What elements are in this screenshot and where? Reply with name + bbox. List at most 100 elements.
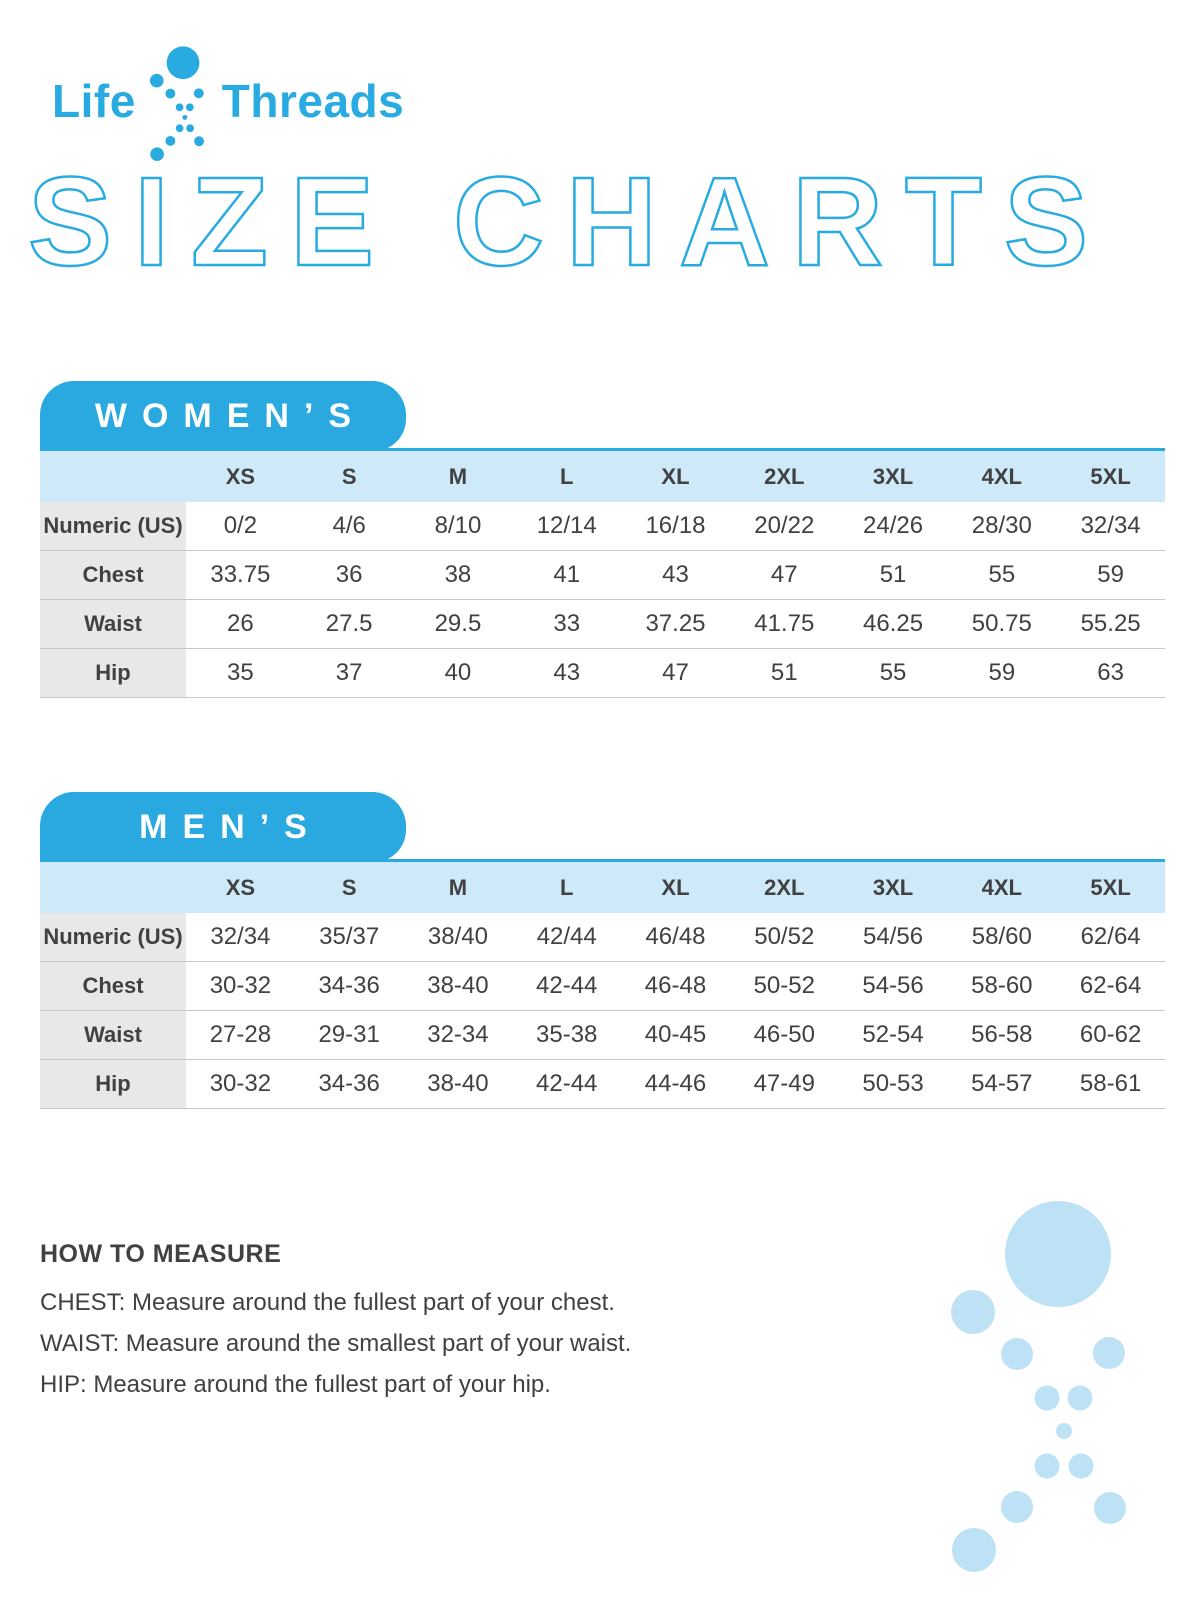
- measurement-value: 46.25: [863, 610, 924, 637]
- size-column-header: 3XL: [872, 874, 914, 900]
- measurement-value: 51: [879, 561, 907, 588]
- table-row: Waist 26 27.5 29.5 33 37.25 41.75 46.25 50.75 55.…: [40, 599, 1165, 648]
- measurement-value: 59: [1097, 561, 1124, 588]
- size-column-header: 3XL: [872, 463, 914, 489]
- measurement-value: 37.25: [645, 610, 706, 637]
- size-header-row: XS S M L XL 2XL 3XL 4XL 5XL: [40, 448, 1165, 502]
- row-label: Hip: [40, 1060, 186, 1108]
- how-to-measure-heading: HOW TO MEASURE: [40, 1240, 282, 1268]
- measurement-value: 42/44: [536, 923, 597, 950]
- mens-size-chart-section: MEN’S XS S M L XL 2XL 3XL 4XL 5XL Numeric (US) 32…: [40, 792, 1165, 1109]
- measurement-value: 52-54: [862, 1021, 924, 1048]
- brand-logo: Life Threads: [52, 38, 404, 164]
- size-column-header: XL: [661, 874, 690, 900]
- measurement-value: 35: [227, 659, 254, 686]
- measurement-value: 12/14: [536, 512, 597, 539]
- measurement-value: 32-34: [427, 1021, 489, 1048]
- measurement-value: 62-64: [1079, 972, 1142, 999]
- measurement-value: 35/37: [319, 923, 380, 950]
- table-body: Numeric (US) 0/2 4/6 8/10 12/14 16/18 20/22 24/…: [40, 502, 1165, 698]
- table-row: Chest 33.75 36 38 41 43 47 51 55 59: [40, 550, 1165, 599]
- measurement-value: 47: [770, 561, 798, 588]
- measurement-value: 33.75: [210, 561, 271, 588]
- measurement-value: 37: [335, 659, 363, 686]
- size-column-header: L: [559, 463, 574, 489]
- size-column-header: M: [448, 874, 468, 900]
- measurement-value: 38-40: [427, 1070, 489, 1097]
- row-label: Numeric (US): [40, 502, 186, 550]
- dot-helix-icon: [149, 45, 204, 161]
- measurement-value: 40-45: [644, 1021, 707, 1048]
- row-label: Numeric (US): [40, 913, 186, 961]
- size-column-header: XS: [225, 874, 256, 900]
- measurement-value: 50-52: [753, 972, 815, 999]
- measurement-value: 59: [988, 659, 1016, 686]
- measurement-value: 32/34: [210, 923, 271, 950]
- measurement-value: 32/34: [1080, 512, 1141, 539]
- measurement-value: 16/18: [645, 512, 706, 539]
- table-row: Numeric (US) 32/34 35/37 38/40 42/44 46/48 50/…: [40, 913, 1165, 961]
- measurement-value: 40: [444, 659, 472, 686]
- measurement-value: 62/64: [1080, 923, 1141, 950]
- size-column-header: L: [559, 874, 574, 900]
- womens-size-chart-section: WOMEN’S XS S M L XL 2XL 3XL 4XL 5XL Numeric (US)…: [40, 381, 1165, 698]
- measurement-value: 58-61: [1079, 1070, 1142, 1097]
- measurement-value: 24/26: [863, 512, 924, 539]
- page-title: SIZE CHARTS: [27, 150, 1111, 293]
- brand-word-left: Life: [52, 75, 136, 127]
- row-label: Chest: [40, 551, 186, 599]
- measurement-value: 42-44: [536, 972, 598, 999]
- measurement-value: 38/40: [427, 923, 488, 950]
- measurement-value: 41: [553, 561, 581, 588]
- table-row: Waist 27-28 29-31 32-34 35-38 40-45 46-50 52-54…: [40, 1010, 1165, 1059]
- table-row: Numeric (US) 0/2 4/6 8/10 12/14 16/18 20/22 24/…: [40, 502, 1165, 550]
- size-column-header: XL: [661, 463, 690, 489]
- measurement-value: 30-32: [209, 1070, 272, 1097]
- size-column-header: 5XL: [1090, 874, 1131, 900]
- brand-word-right: Threads: [221, 75, 405, 127]
- measure-instruction-hip: HIP: Measure around the fullest part of …: [40, 1371, 551, 1398]
- measurement-value: 47: [662, 659, 689, 686]
- measurement-value: 60-62: [1079, 1021, 1142, 1048]
- measurement-value: 20/22: [754, 512, 815, 539]
- size-column-header: S: [341, 463, 357, 489]
- measurement-value: 56-58: [971, 1021, 1033, 1048]
- measurement-value: 41.75: [754, 610, 815, 637]
- mens-tab: MEN’S: [40, 792, 406, 862]
- row-label: Hip: [40, 649, 186, 697]
- size-header-row: XS S M L XL 2XL 3XL 4XL 5XL: [40, 859, 1165, 913]
- measurement-value: 38: [444, 561, 472, 588]
- measurement-value: 27.5: [325, 610, 373, 637]
- table-body: Numeric (US) 32/34 35/37 38/40 42/44 46/48 50/…: [40, 913, 1165, 1109]
- size-column-header: 2XL: [764, 874, 805, 900]
- measurement-value: 55: [988, 561, 1016, 588]
- size-column-header: M: [448, 463, 468, 489]
- measurement-value: 26: [227, 610, 254, 637]
- size-column-header: XS: [225, 463, 256, 489]
- measurement-value: 8/10: [434, 512, 482, 539]
- measurement-value: 46/48: [645, 923, 706, 950]
- size-column-header: S: [341, 874, 357, 900]
- measurement-value: 35-38: [536, 1021, 598, 1048]
- measurement-value: 63: [1097, 659, 1124, 686]
- measurement-value: 54-57: [971, 1070, 1033, 1097]
- row-label: Chest: [40, 962, 186, 1010]
- measurement-value: 54/56: [863, 923, 924, 950]
- table-row: Hip 35 37 40 43 47 51 55 59 63: [40, 648, 1165, 697]
- measurement-value: 30-32: [209, 972, 272, 999]
- table-row: Hip 30-32 34-36 38-40 42-44 44-46 47-49 50-53 54…: [40, 1059, 1165, 1108]
- measurement-value: 36: [335, 561, 363, 588]
- corner-cell: [40, 862, 186, 913]
- measurement-value: 27-28: [209, 1021, 272, 1048]
- measurement-value: 55.25: [1080, 610, 1141, 637]
- row-label: Waist: [40, 1011, 186, 1059]
- measurement-value: 46-48: [644, 972, 707, 999]
- table-row: Chest 30-32 34-36 38-40 42-44 46-48 50-52 54-56…: [40, 961, 1165, 1010]
- size-column-header: 5XL: [1090, 463, 1131, 489]
- measurement-value: 58-60: [971, 972, 1033, 999]
- measurement-value: 44-46: [644, 1070, 707, 1097]
- measurement-value: 28/30: [971, 512, 1032, 539]
- measurement-value: 55: [879, 659, 907, 686]
- measurement-value: 34-36: [318, 972, 380, 999]
